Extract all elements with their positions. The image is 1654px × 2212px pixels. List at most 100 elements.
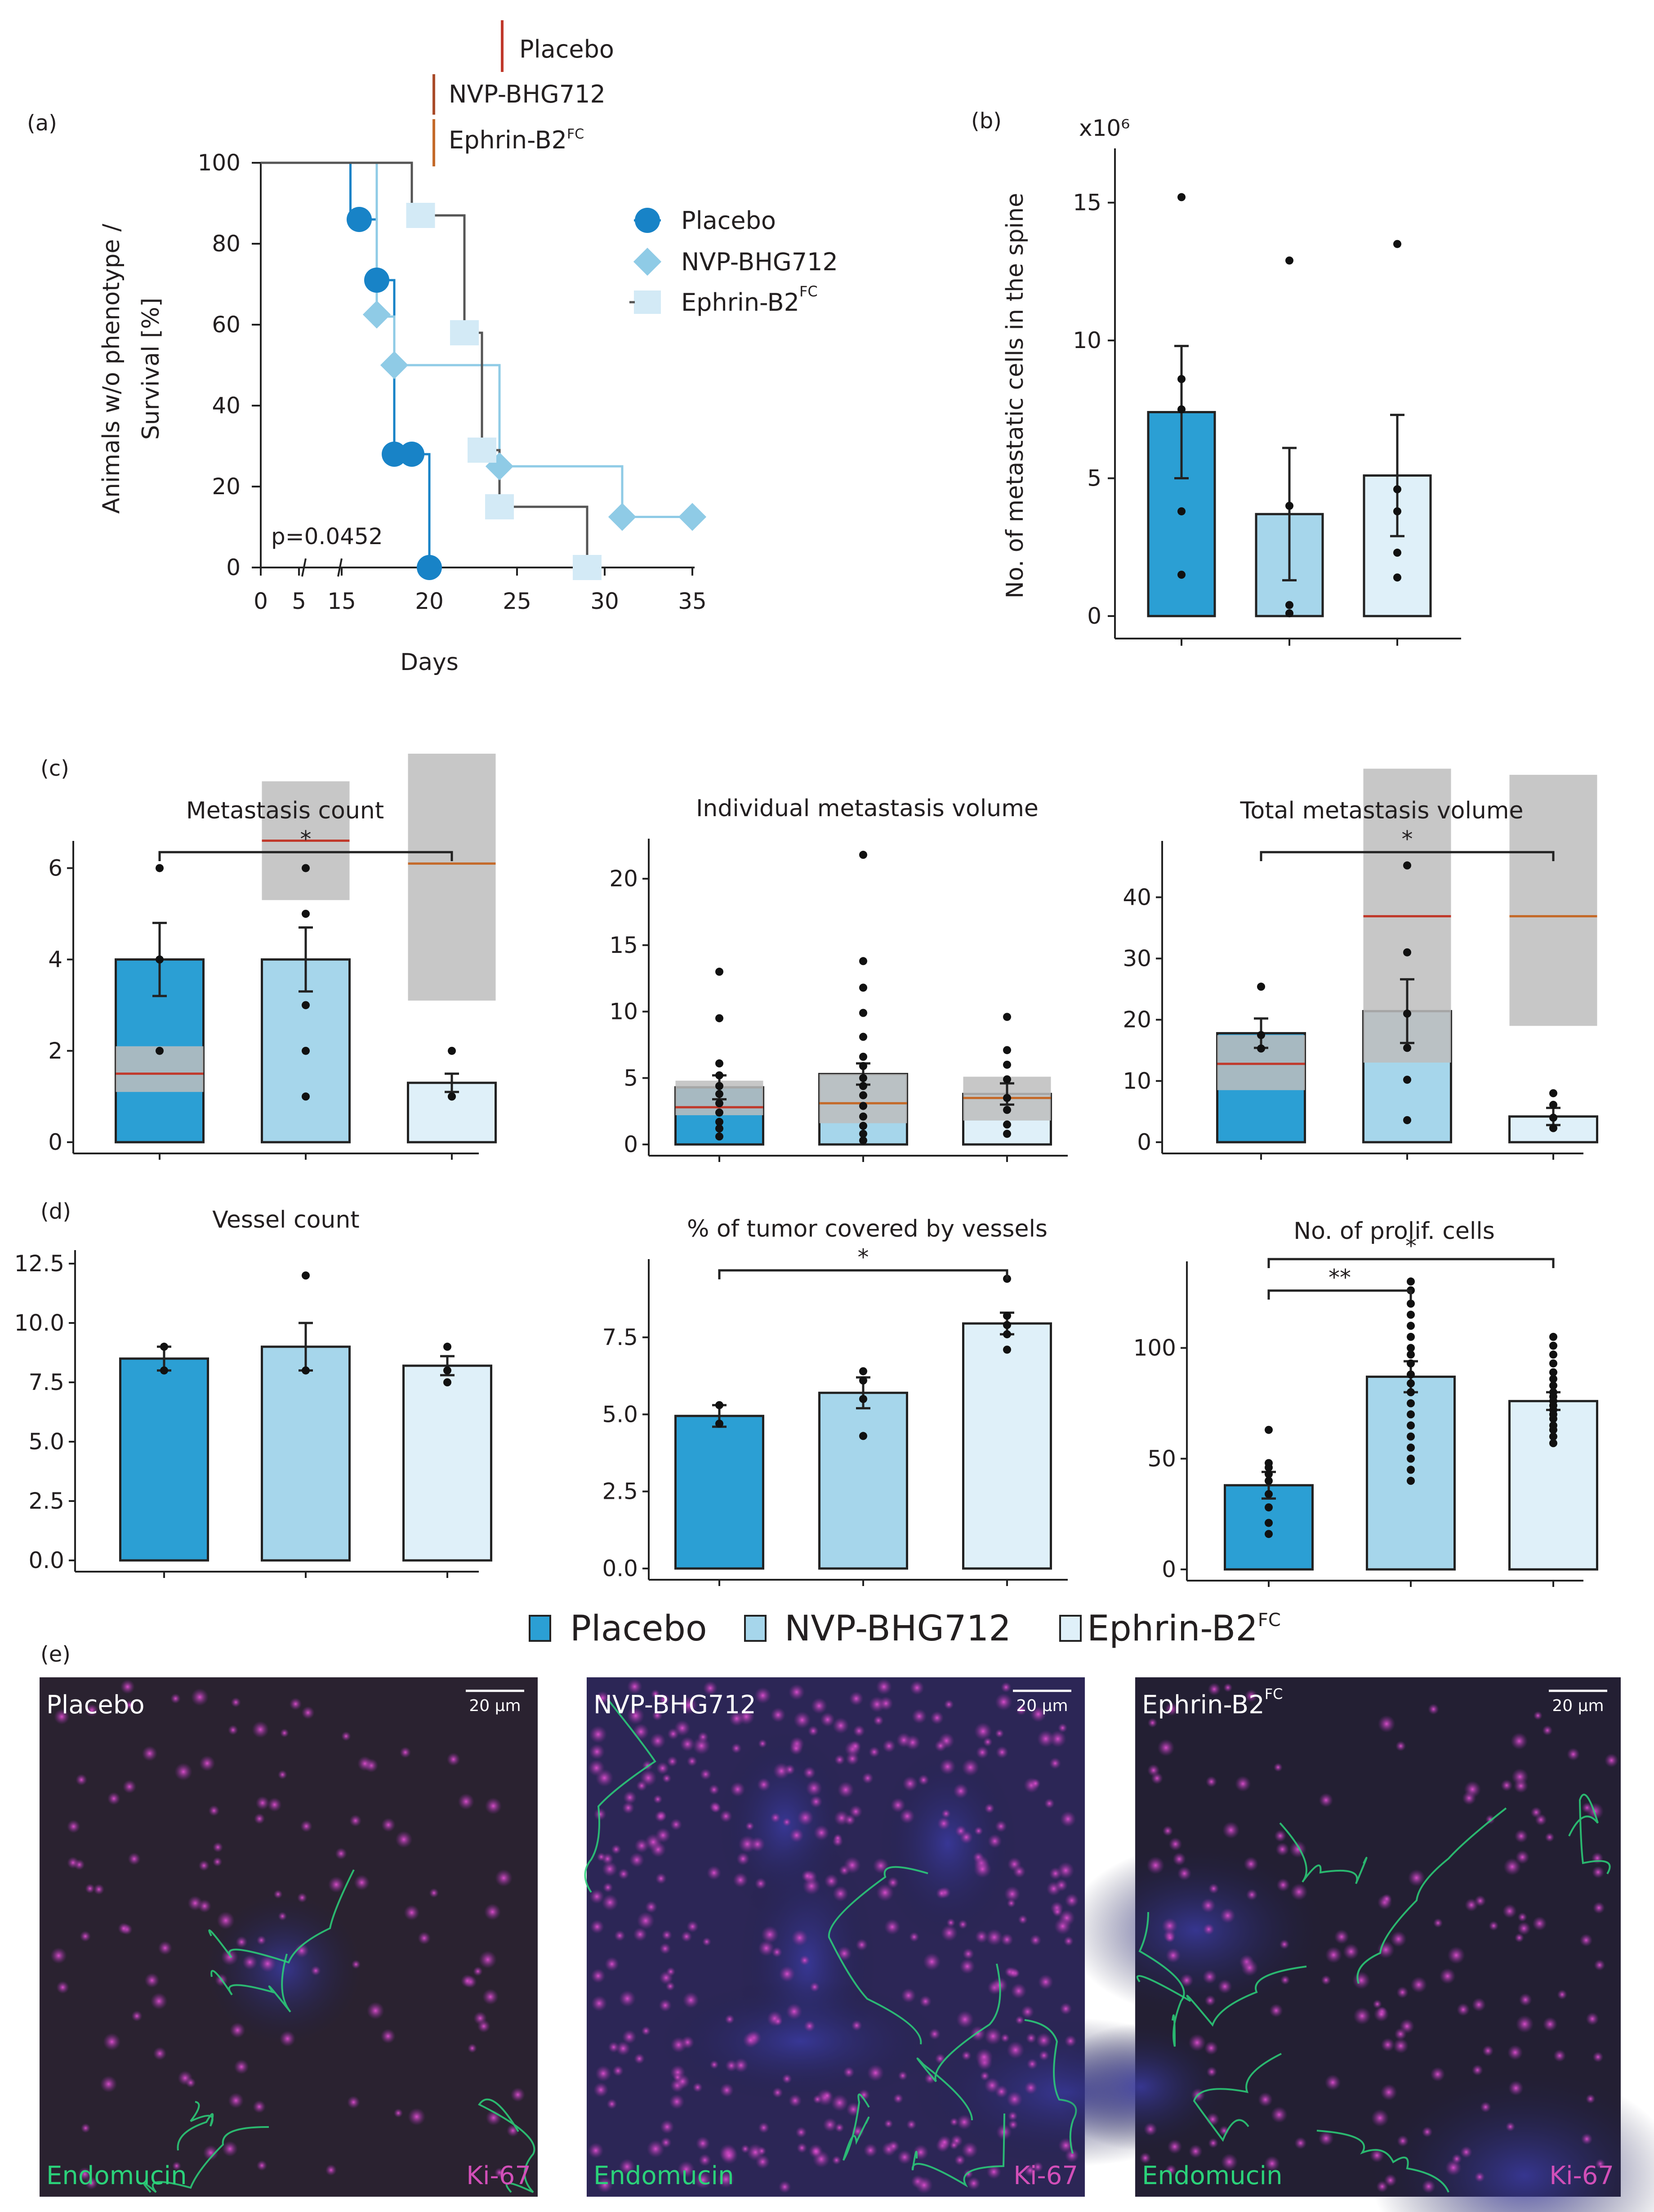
ki67-nucleus	[1177, 1866, 1192, 1881]
endomucin-vessel	[478, 2098, 535, 2193]
ki67-nucleus	[1532, 1916, 1547, 1931]
data-point	[160, 1366, 168, 1375]
ki67-nucleus	[680, 1736, 695, 1752]
ki67-nucleus	[743, 2032, 759, 2048]
ki67-nucleus	[1258, 2092, 1273, 2107]
ki67-nucleus	[588, 2142, 604, 2158]
ki67-nucleus	[1064, 2035, 1077, 2047]
global-legend: Placebo NVP-BHG712 Ephrin-B2FC	[529, 1609, 1281, 1649]
ki67-nucleus	[745, 1821, 754, 1831]
ki67-nucleus	[884, 1919, 901, 1935]
data-point	[1407, 1359, 1415, 1367]
y-tick-label: 0	[1137, 1129, 1151, 1155]
ki67-nucleus	[618, 1868, 629, 1880]
ki67-nucleus	[778, 2181, 791, 2194]
y-tick-label: 20	[212, 474, 241, 500]
micrograph-title: Ephrin-B2FC	[1142, 1685, 1283, 1720]
data-point	[443, 1366, 451, 1375]
legend-marker-ephrin	[634, 290, 661, 314]
ki67-nucleus	[1393, 2038, 1409, 2054]
ki67-nucleus	[670, 2037, 687, 2053]
endomucin-vessel	[143, 2126, 269, 2193]
ki67-nucleus	[1235, 1775, 1251, 1792]
ki67-nucleus	[788, 2094, 802, 2108]
ki67-nucleus	[1378, 1715, 1395, 1733]
ki67-nucleus	[832, 2155, 842, 2165]
stain-label-endomucin: Endomucin	[1142, 2161, 1283, 2190]
data-point	[1257, 1044, 1265, 1053]
ki67-nucleus	[796, 2142, 807, 2154]
data-point	[1407, 1399, 1415, 1408]
y-tick-label: 5	[624, 1065, 638, 1091]
data-point	[715, 1419, 723, 1428]
ki67-nucleus	[279, 2030, 296, 2047]
schedule-label-ephrin: Ephrin-B2FC	[449, 126, 584, 154]
ki67-nucleus	[622, 1801, 635, 1814]
x-tick-label: 30	[590, 588, 619, 614]
ki67-nucleus	[1147, 1764, 1160, 1777]
ki67-nucleus	[681, 1930, 692, 1942]
ki67-nucleus	[1016, 1704, 1027, 1716]
ki67-nucleus	[941, 1924, 958, 1942]
ki67-nucleus	[1511, 1732, 1528, 1750]
y-tick-label: 2.5	[28, 1488, 64, 1514]
data-point	[1549, 1113, 1557, 1122]
data-point	[1265, 1470, 1273, 1479]
ki67-nucleus	[661, 1930, 673, 1941]
data-point	[443, 1378, 451, 1386]
ki67-nucleus	[328, 1876, 345, 1893]
ki67-nucleus	[709, 1784, 720, 1795]
y-tick-label: 20	[609, 866, 638, 892]
ki67-nucleus	[1543, 2017, 1558, 2032]
data-point	[1403, 948, 1411, 956]
ki67-nucleus	[911, 1708, 927, 1724]
ki67-nucleus	[612, 2065, 624, 2077]
ki67-nucleus	[1168, 1837, 1182, 1851]
ki67-nucleus	[967, 2176, 981, 2190]
global-legend-label-ephrin: Ephrin-B2FC	[1087, 1609, 1281, 1649]
data-point	[448, 1092, 456, 1101]
ki67-nucleus	[1217, 1979, 1232, 1994]
data-point	[715, 1071, 723, 1080]
data-point	[715, 1124, 723, 1133]
y-tick-label: 10.0	[14, 1310, 64, 1336]
ki67-nucleus	[1503, 1858, 1521, 1876]
data-point	[1407, 1332, 1415, 1341]
data-point	[1403, 1076, 1411, 1084]
data-point	[1265, 1503, 1273, 1512]
data-point	[1407, 1379, 1415, 1388]
ki67-nucleus	[122, 1779, 137, 1794]
ki67-nucleus	[408, 2108, 426, 2126]
ki67-nucleus	[153, 2047, 167, 2060]
data-point	[1257, 1031, 1265, 1039]
ki67-nucleus	[806, 1780, 822, 1796]
ki67-nucleus	[653, 1794, 663, 1804]
ki67-nucleus	[128, 1852, 141, 1865]
panel-c-metastasis-count: 0 2 4 6 *Metastasis count	[48, 754, 497, 1160]
ki67-nucleus	[477, 2020, 490, 2033]
significance-bracket	[1260, 851, 1555, 861]
data-point	[1549, 1432, 1557, 1441]
data-point	[443, 1342, 451, 1351]
significance-bracket	[1267, 1258, 1555, 1268]
significance-label: *	[1402, 826, 1413, 852]
ki67-nucleus	[771, 1947, 783, 1958]
data-point	[859, 1009, 867, 1017]
km-marker-diamond	[608, 503, 637, 531]
ki67-nucleus	[1471, 1998, 1486, 2012]
endomucin-vessel	[1568, 1793, 1611, 1875]
endomucin-vessel	[828, 1866, 928, 2045]
ki67-nucleus	[1290, 1883, 1308, 1901]
ki67-nucleus	[1202, 1970, 1217, 1984]
ki67-nucleus	[591, 1968, 606, 1984]
ki67-nucleus	[1430, 2067, 1445, 2082]
ki67-nucleus	[793, 1711, 811, 1729]
ki67-nucleus	[1000, 1682, 1012, 1693]
ki67-nucleus	[1032, 2161, 1043, 2172]
ki67-nucleus	[228, 2092, 244, 2109]
data-point	[156, 864, 164, 872]
data-point	[859, 1367, 867, 1376]
ki67-nucleus	[597, 1852, 606, 1862]
endomucin-vessel	[916, 1963, 1001, 2121]
ki67-nucleus	[494, 2167, 505, 2178]
